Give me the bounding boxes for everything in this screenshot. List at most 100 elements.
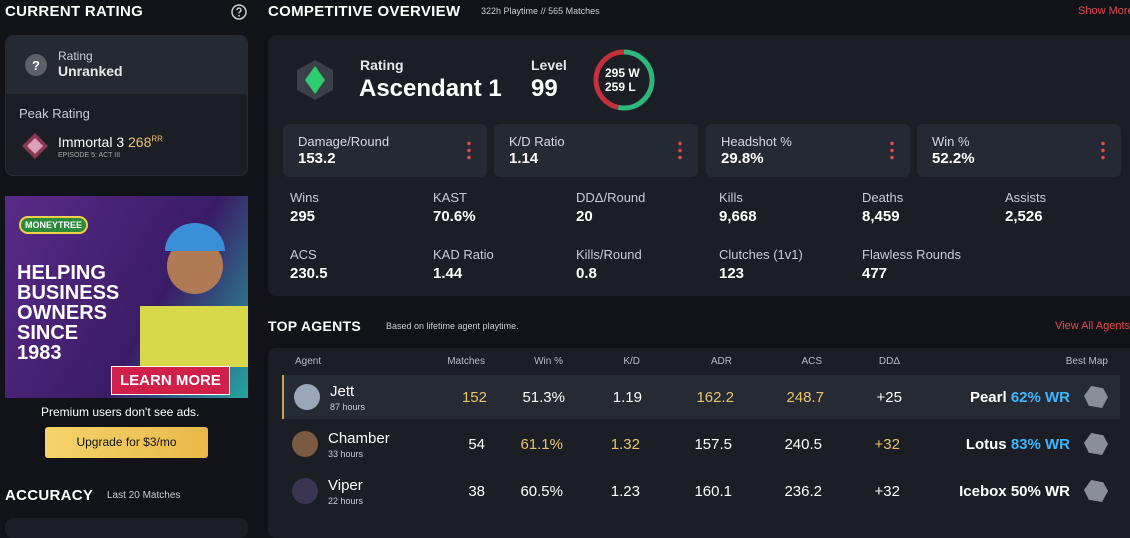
stat: Kills/Round 0.8 (576, 247, 716, 282)
map-name: Pearl (969, 389, 1007, 406)
stat-label: K/D Ratio (509, 134, 565, 149)
stat-label: ACS (290, 247, 317, 262)
stat-box: Headshot % 29.8% (706, 124, 910, 177)
stat-value: 9,668 (719, 208, 757, 225)
agent-avatar (292, 478, 318, 504)
ad-cta[interactable]: LEARN MORE (111, 366, 230, 395)
rating-card: ? Rating Unranked Peak Rating Immortal 3… (5, 35, 248, 176)
agent-avatar (294, 384, 320, 410)
upgrade-button[interactable]: Upgrade for $3/mo (45, 427, 208, 458)
episode: EPISODE 5: ACT III (58, 152, 121, 159)
wins-unit: W (628, 66, 640, 80)
agent-hours: 22 hours (328, 496, 364, 506)
ascendant-icon (297, 60, 333, 100)
ad-brand: MONEYTREE (19, 216, 89, 234)
agent-row: Chamber 33 hours 54 61.1% 1.32 157.5 240.5 +32 L… (282, 422, 1120, 466)
svg-text:?: ? (32, 58, 40, 73)
menu-dots[interactable] (890, 140, 894, 160)
rr-unit: RR (151, 134, 163, 144)
ad[interactable]: MONEYTREE HELPING BUSINESS OWNERS SINCE 1983… (5, 196, 248, 398)
map-icon (1084, 480, 1108, 502)
wins: 295 W (605, 66, 640, 80)
stat-label: KAD Ratio (433, 247, 494, 262)
column-header: Agent (295, 356, 322, 367)
column-header: ACS (801, 356, 822, 367)
section-title: ACCURACY (5, 487, 94, 504)
agent-name: Viper (328, 477, 363, 494)
stat-value: 70.6% (433, 208, 476, 225)
agent-stat: 248.7 (786, 389, 824, 406)
stat-label: Assists (1005, 190, 1047, 205)
agent-row: Viper 22 hours 38 60.5% 1.23 160.1 236.2 +32 Ice… (282, 469, 1120, 513)
agent-stat: 152 (461, 389, 487, 406)
rating-value: Ascendant 1 (359, 75, 502, 102)
ad-line: OWNERS (17, 302, 107, 324)
stat: DDΔ/Round 20 (576, 190, 716, 225)
stat-label: Win % (932, 134, 970, 149)
agent-stat: +32 (874, 436, 900, 453)
column-header: K/D (623, 356, 640, 367)
section-title: COMPETITIVE OVERVIEW (268, 3, 461, 20)
section-subtitle: Based on lifetime agent playtime. (386, 321, 519, 331)
ad-line: SINCE (17, 322, 79, 344)
peak-rank-name: Immortal 3 (58, 134, 125, 150)
column-header: ADR (710, 356, 732, 367)
win-loss-text: 295 W 259 L (605, 66, 640, 94)
menu-dots[interactable] (678, 140, 682, 160)
stat-label: DDΔ/Round (576, 190, 646, 205)
stat-box: Win % 52.2% (917, 124, 1121, 177)
agent-stat: 54 (468, 436, 485, 453)
playtime: 322h Playtime (481, 6, 539, 16)
agent-stat: +25 (876, 389, 902, 406)
section-subtitle: Last 20 Matches (107, 490, 181, 501)
separator: // (540, 6, 546, 16)
agent-stat: 162.2 (696, 389, 734, 406)
stat-label: Flawless Rounds (862, 247, 961, 262)
stat: Assists 2,526 (1005, 190, 1130, 225)
view-all-link[interactable]: View All Agents (1055, 320, 1130, 332)
stat-label: Damage/Round (298, 134, 390, 149)
stat-value: 477 (862, 265, 888, 282)
menu-dots[interactable] (467, 140, 471, 160)
stat-label: Wins (290, 190, 319, 205)
column-header: Best Map (1065, 356, 1108, 367)
wins-count: 295 (605, 66, 626, 80)
ring-arc (593, 49, 655, 111)
stat-value: 1.44 (433, 265, 463, 282)
accuracy-card (5, 518, 248, 538)
agent-stat: 160.1 (694, 483, 732, 500)
agent-stat: 157.5 (694, 436, 732, 453)
agent-stat: 1.32 (610, 436, 640, 453)
ad-note: Premium users don't see ads. (41, 405, 200, 419)
ad-figure (140, 223, 248, 367)
map-winrate: 50% WR (1010, 483, 1070, 500)
help-icon[interactable] (231, 4, 247, 20)
losses: 259 L (605, 80, 640, 94)
level-value: 99 (531, 75, 558, 102)
stat-box: K/D Ratio 1.14 (494, 124, 698, 177)
stat: ACS 230.5 (290, 247, 430, 282)
stat-value: 1.14 (509, 150, 539, 167)
ad-headline: HELPING BUSINESS OWNERS SINCE 1983 (17, 263, 147, 363)
agent-stat: 51.3% (522, 389, 565, 406)
stat-value: 2,526 (1005, 208, 1043, 225)
best-map: Icebox 50% WR (959, 483, 1070, 500)
ad-line: HELPING (17, 262, 106, 284)
stat-value: 230.5 (290, 265, 328, 282)
stat: Kills 9,668 (719, 190, 859, 225)
agent-hours: 87 hours (330, 402, 366, 412)
menu-dots[interactable] (1101, 140, 1105, 160)
stat: Deaths 8,459 (862, 190, 1002, 225)
map-winrate: 83% WR (1010, 436, 1070, 453)
map-winrate: 62% WR (1010, 389, 1070, 406)
stat: Clutches (1v1) 123 (719, 247, 859, 282)
section-title: TOP AGENTS (268, 318, 361, 334)
ad-line: 1983 (17, 342, 62, 364)
peak-rr: 268 (128, 134, 152, 150)
rating-label: Rating (360, 57, 404, 73)
peak-label: Peak Rating (19, 106, 90, 121)
show-more-link[interactable]: Show More (1078, 5, 1130, 17)
best-map: Lotus 83% WR (966, 436, 1070, 453)
stat-label: KAST (433, 190, 467, 205)
